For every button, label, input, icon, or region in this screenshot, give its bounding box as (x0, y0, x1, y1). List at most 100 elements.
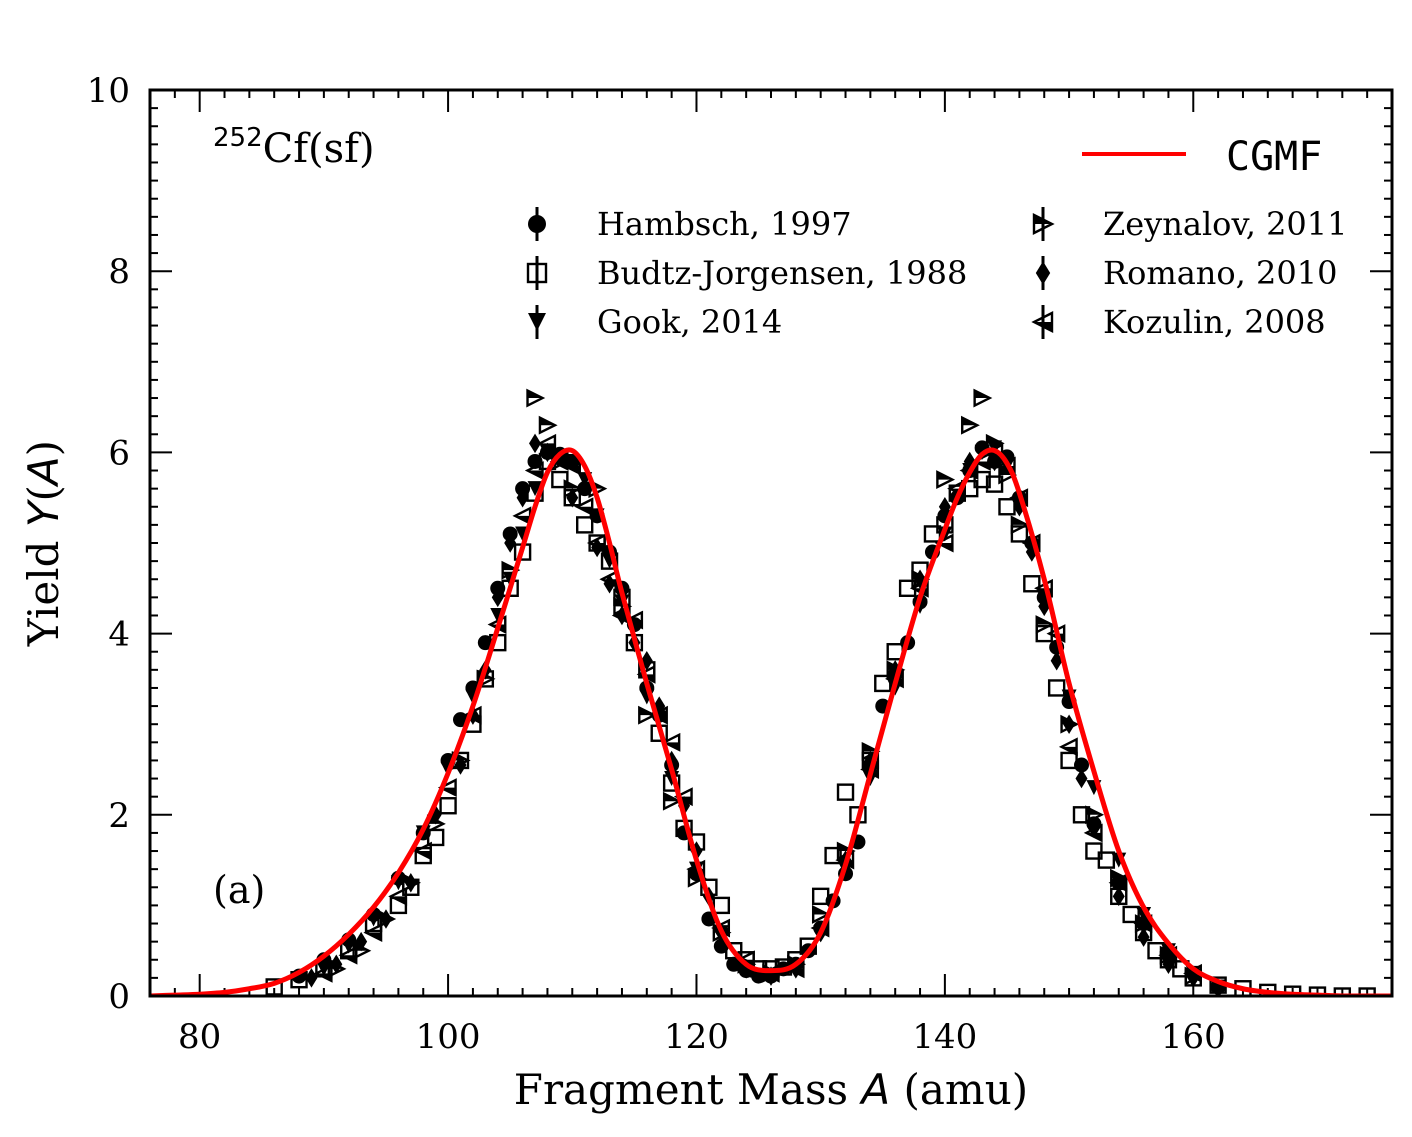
data-point (355, 931, 368, 952)
y-axis-label-var: Y (19, 498, 68, 527)
data-point (586, 533, 606, 553)
data-point (437, 778, 457, 798)
data-point (404, 873, 417, 893)
data-point (661, 732, 681, 752)
data-point (524, 461, 544, 480)
data-point (938, 497, 951, 517)
reaction-text: Cf(sf) (263, 126, 375, 172)
tick-labels: 80 100 120 140 160 0 2 4 6 8 10 (87, 71, 1226, 1057)
data-point (574, 497, 594, 517)
data-point (1058, 737, 1078, 757)
series-markers (305, 433, 1225, 996)
data-point (537, 433, 557, 453)
legend-marker (526, 262, 548, 284)
x-axis-label-suffix: (amu) (890, 1065, 1028, 1114)
cgmf-line-layer (150, 447, 1392, 996)
y-axis-label-var2: A (19, 456, 68, 488)
legend-entry-label: Zeynalov, 2011 (1103, 205, 1348, 243)
data-point (1010, 525, 1029, 543)
data-point (526, 388, 546, 408)
data-point (1050, 651, 1063, 671)
data-point (662, 791, 682, 811)
data-point (1083, 823, 1103, 843)
data-point (413, 841, 432, 861)
data-point (338, 945, 358, 965)
legend-entry-label: Romano, 2010 (1103, 254, 1337, 292)
data-point (961, 415, 980, 435)
cgmf-line (150, 447, 1392, 996)
y-tick-label: 0 (108, 977, 130, 1017)
data-point (313, 963, 333, 983)
y-axis-label: Yield Y(A) (19, 440, 68, 647)
data-point (1047, 679, 1066, 697)
data-point (527, 481, 543, 497)
reaction-annotation: 252Cf(sf) (213, 123, 375, 172)
panel-label: (a) (213, 868, 265, 912)
data-point (439, 797, 457, 815)
legend-entry-label: Gook, 2014 (597, 303, 782, 341)
x-axis-label-var: A (858, 1065, 890, 1114)
data-point (1333, 987, 1352, 996)
series-markers (291, 440, 1226, 995)
data-point (1112, 886, 1125, 907)
data-point (504, 533, 517, 553)
legend-entries: Hambsch, 1997 Budtz-Jorgensen, 1988 Gook, … (526, 205, 1348, 341)
data-point (1063, 714, 1076, 734)
data-point (576, 516, 594, 534)
data-point (1085, 842, 1103, 860)
x-tick-label: 120 (664, 1017, 729, 1057)
y-axis-label-close: ) (19, 440, 68, 456)
data-point (1137, 927, 1150, 947)
reaction-superscript: 252 (213, 123, 263, 153)
data-point (973, 388, 993, 408)
data-point (824, 846, 842, 865)
data-point (1212, 979, 1225, 996)
data-point (836, 783, 855, 801)
data-point (491, 587, 504, 608)
legend-entry-label: Kozulin, 2008 (1103, 303, 1326, 341)
legend-entry-label: Hambsch, 1997 (597, 205, 852, 243)
data-point (923, 525, 942, 543)
x-axis-label: Fragment Mass A (amu) (514, 1065, 1028, 1114)
data-point (549, 452, 569, 471)
data-point (551, 470, 569, 489)
y-tick-label: 4 (108, 615, 130, 655)
data-point (1010, 515, 1030, 535)
y-tick-label: 6 (108, 433, 130, 473)
data-point (1023, 575, 1041, 593)
data-point (712, 896, 731, 915)
plot-frame (148, 88, 1394, 998)
y-tick-label: 10 (87, 71, 130, 111)
data-point (1108, 873, 1128, 893)
data-point (936, 470, 956, 490)
data-point (985, 433, 1005, 453)
x-tick-label: 160 (1161, 1017, 1226, 1057)
data-point (426, 828, 445, 847)
x-tick-label: 80 (178, 1017, 221, 1057)
y-axis-label-prefix: Yield (19, 527, 68, 647)
data-point (1358, 987, 1376, 996)
data-markers (265, 388, 1376, 996)
data-point (1035, 615, 1055, 634)
legend-entry-label: Budtz-Jorgensen, 1988 (597, 254, 967, 292)
series-markers (316, 440, 1226, 995)
legend-marker (1035, 261, 1051, 285)
x-axis-label-prefix: Fragment Mass (514, 1065, 862, 1114)
y-tick-label: 2 (108, 796, 130, 836)
data-point (985, 475, 1004, 493)
data-point (1075, 768, 1088, 789)
data-point (538, 415, 558, 435)
legend-marker (1032, 213, 1055, 235)
data-point (330, 954, 343, 975)
data-point (566, 487, 579, 508)
x-tick-label: 100 (416, 1017, 481, 1057)
data-point (725, 942, 743, 960)
data-point (512, 506, 532, 526)
data-point (1085, 805, 1105, 825)
data-point (1060, 751, 1078, 770)
legend-marker (1031, 311, 1054, 333)
data-point (1122, 905, 1140, 924)
data-point (811, 887, 830, 906)
data-point (1097, 851, 1116, 869)
